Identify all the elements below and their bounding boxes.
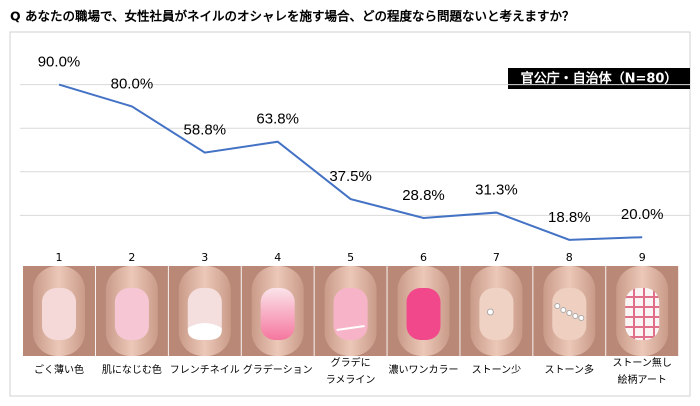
chart-title: Q あなたの職場で、女性社員がネイルのオシャレを施す場合、どの程度なら問題ないと… [10, 9, 574, 24]
x-tick-label: 3 [201, 251, 208, 264]
nail [406, 288, 441, 340]
nail-stone [572, 313, 579, 319]
x-tick-label: 6 [420, 251, 427, 264]
nail-stone [560, 307, 567, 313]
data-label: 28.8% [402, 187, 445, 204]
line [58, 83, 643, 241]
data-label: 31.3% [475, 182, 518, 199]
x-tick-label: 5 [347, 251, 354, 264]
category-name: グラデーション [243, 363, 313, 376]
nail-stone [566, 310, 573, 316]
nail [114, 288, 149, 340]
nail [260, 288, 295, 340]
category-name: 濃いワンカラー [389, 363, 459, 376]
subtitle: 官公庁・自治体（N=80） [521, 71, 678, 87]
category-name: フレンチネイル [170, 364, 240, 376]
data-label: 58.8% [184, 122, 227, 139]
category-name: ストーン無し [612, 356, 672, 369]
nail-stone [578, 315, 585, 321]
x-tick-label: 8 [566, 251, 573, 264]
category-name: 肌になじむ色 [102, 363, 162, 376]
category-name: ラメライン [326, 374, 376, 386]
x-tick-label: 4 [274, 251, 281, 264]
category-name: ごく薄い色 [34, 363, 84, 376]
data-label: 90.0% [38, 54, 81, 71]
data-label: 80.0% [111, 75, 154, 92]
nail [625, 288, 660, 340]
x-tick-label: 1 [56, 251, 63, 264]
nail-glitter [336, 325, 365, 331]
nail-stone [554, 303, 561, 309]
legend-box [508, 68, 690, 89]
x-tick-label: 7 [493, 251, 500, 264]
nail [42, 288, 76, 340]
data-label: 37.5% [329, 168, 372, 185]
category-name: ストーン少 [472, 364, 522, 376]
nail-tip [187, 323, 222, 340]
nail-stone [486, 308, 494, 316]
category-name: ストーン多 [545, 363, 595, 376]
nail [479, 288, 514, 340]
data-label: 18.8% [548, 209, 591, 226]
chart-frame [9, 31, 691, 397]
data-label: 20.0% [621, 206, 664, 223]
data-label: 63.8% [256, 111, 299, 128]
x-tick-label: 2 [128, 251, 135, 264]
nail [333, 288, 368, 340]
x-tick-label: 9 [639, 251, 646, 264]
category-name: 絵柄アート [617, 373, 666, 386]
category-name: グラデに [331, 356, 371, 369]
